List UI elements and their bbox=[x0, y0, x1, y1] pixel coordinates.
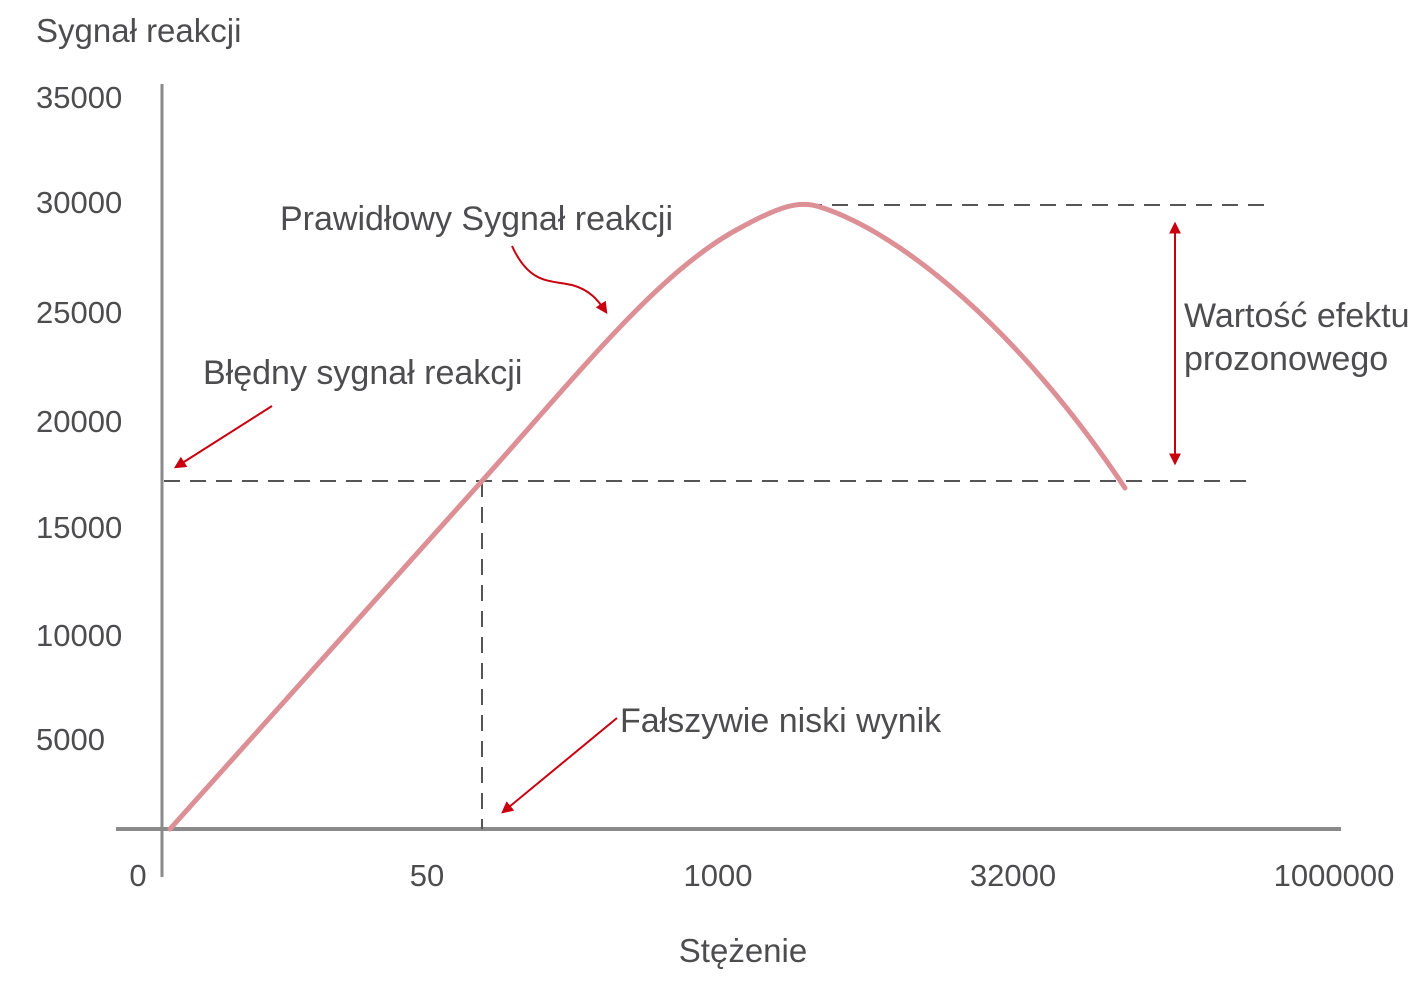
x-tick-label: 0 bbox=[129, 858, 146, 893]
correct-signal-arrow-icon bbox=[511, 245, 608, 314]
y-tick-label: 15000 bbox=[36, 510, 122, 545]
y-tick-label: 20000 bbox=[36, 404, 122, 439]
y-tick-label: 30000 bbox=[36, 185, 122, 220]
x-tick-label: 1000000 bbox=[1274, 858, 1395, 893]
y-tick-label: 5000 bbox=[36, 722, 105, 757]
y-tick-label: 35000 bbox=[36, 80, 122, 115]
false-low-label: Fałszywie niski wynik bbox=[620, 702, 942, 740]
prozone-label-line1: Wartość efektu bbox=[1184, 297, 1409, 335]
x-axis-title: Stężenie bbox=[679, 932, 807, 969]
wrong-signal-arrow-icon bbox=[173, 405, 273, 469]
signal-curve bbox=[167, 201, 1128, 832]
false-low-arrow-icon bbox=[501, 717, 618, 814]
prozone-label-line2: prozonowego bbox=[1184, 340, 1388, 378]
x-tick-label: 1000 bbox=[684, 858, 753, 893]
y-tick-label: 10000 bbox=[36, 618, 122, 653]
x-tick-label: 50 bbox=[410, 858, 444, 893]
wrong-signal-label: Błędny sygnał reakcji bbox=[203, 354, 522, 392]
y-axis-title: Sygnał reakcji bbox=[36, 12, 241, 49]
correct-signal-label: Prawidłowy Sygnał reakcji bbox=[280, 200, 673, 238]
x-tick-label: 32000 bbox=[970, 858, 1056, 893]
y-tick-label: 25000 bbox=[36, 295, 122, 330]
